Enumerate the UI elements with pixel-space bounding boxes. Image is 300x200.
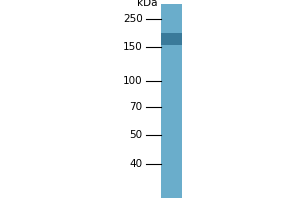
Text: 150: 150 xyxy=(123,42,142,52)
Text: 40: 40 xyxy=(129,159,142,169)
Text: 50: 50 xyxy=(129,130,142,140)
Bar xyxy=(160,33,182,45)
Bar xyxy=(160,4,182,198)
Text: 70: 70 xyxy=(129,102,142,112)
Text: kDa: kDa xyxy=(137,0,158,8)
Text: 100: 100 xyxy=(123,76,142,86)
Text: 250: 250 xyxy=(123,14,142,24)
